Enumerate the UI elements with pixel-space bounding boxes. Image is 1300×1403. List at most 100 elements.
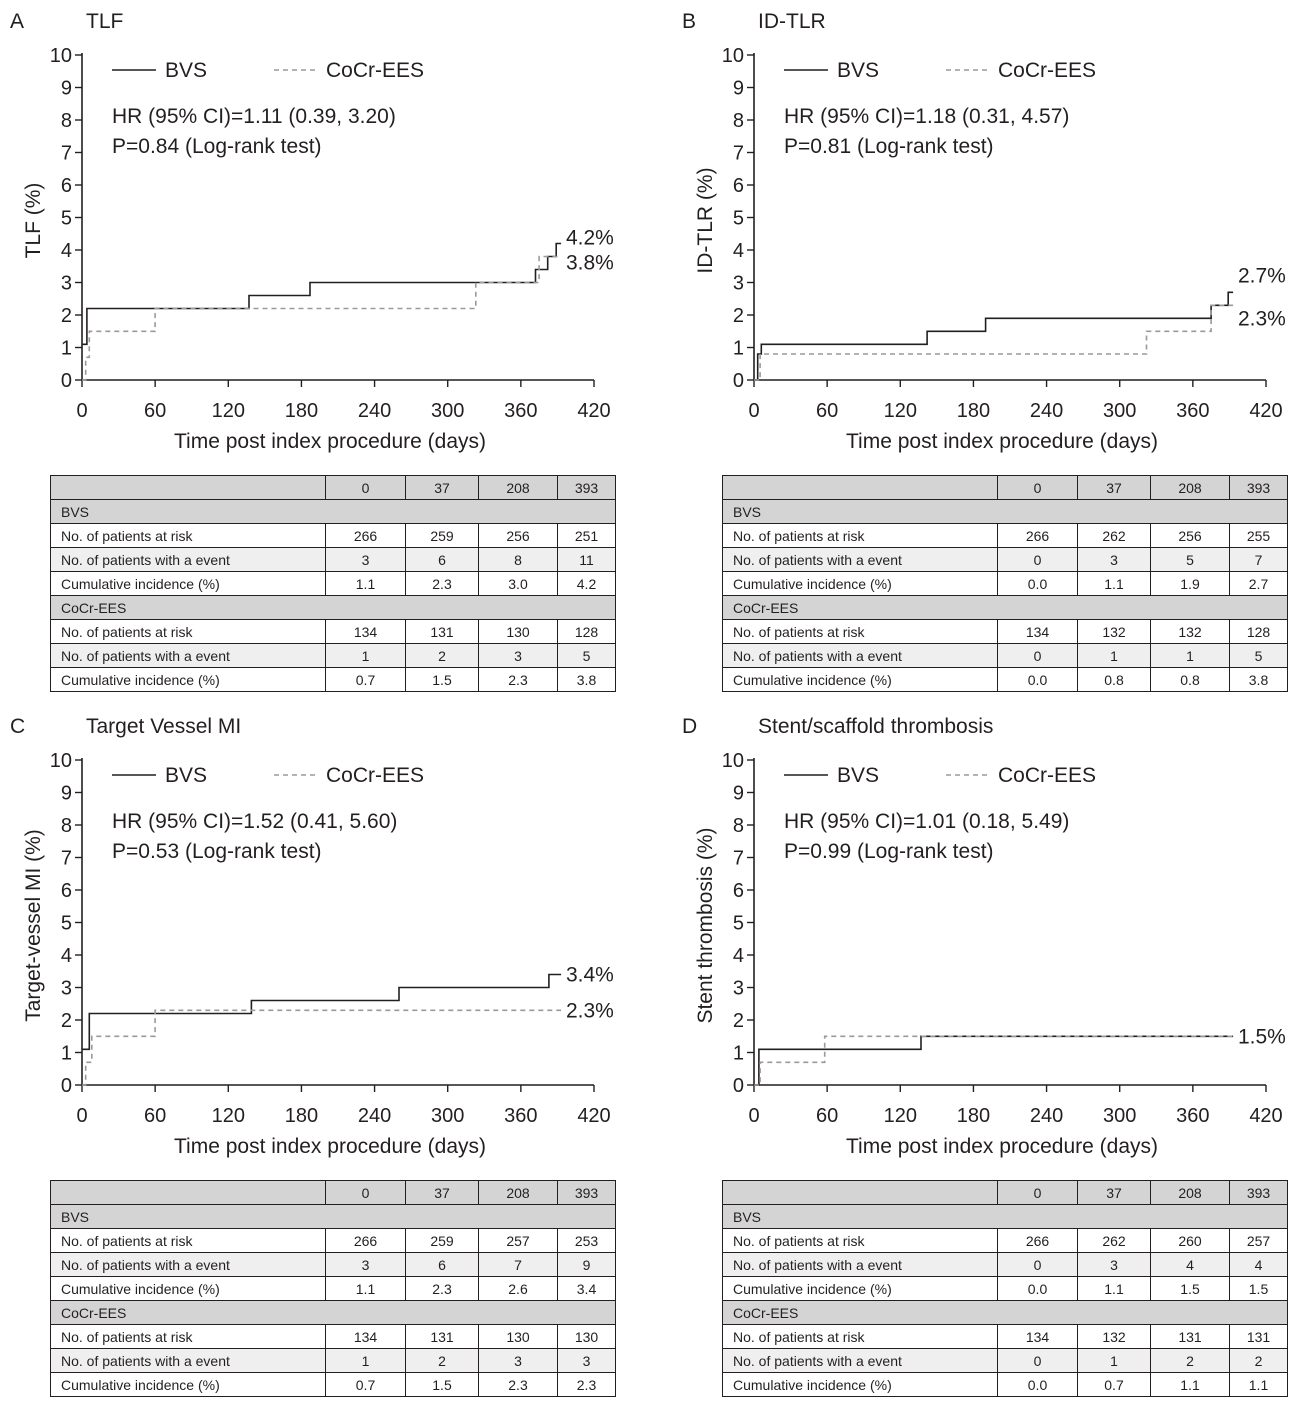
table-row: No. of patients with a event 3 6 8 11 xyxy=(50,547,616,572)
row-label: No. of patients at risk xyxy=(722,619,998,644)
x-tick-label: 180 xyxy=(285,400,318,422)
table-cell: 134 xyxy=(997,619,1078,644)
table-cell: 11 xyxy=(557,547,616,572)
row-label: Cumulative incidence (%) xyxy=(722,571,998,596)
table-cell: 134 xyxy=(997,1324,1078,1349)
end-label-cocr: 2.3% xyxy=(1238,307,1286,330)
x-tick-label: 180 xyxy=(957,400,990,422)
y-tick-label: 2 xyxy=(61,1010,72,1032)
table-cell: 0.8 xyxy=(1077,667,1151,692)
y-tick-label: 10 xyxy=(50,750,72,772)
km-plot: 0 1 2 3 4 5 6 7 8 9 10 0 60 120 180 240 300 360 420 Time po… xyxy=(694,750,1286,1158)
km-plot: 0 1 2 3 4 5 6 7 8 9 10 0 60 120 180 240 300 360 420 Time po… xyxy=(694,45,1286,453)
header-time: 393 xyxy=(1229,475,1288,500)
x-tick-label: 360 xyxy=(1176,400,1209,422)
end-label-bvs: 1.5% xyxy=(1238,1025,1286,1048)
group-label: BVS xyxy=(50,499,616,524)
hazard-ratio-text: HR (95% CI)=1.11 (0.39, 3.20) xyxy=(112,105,396,128)
row-label: No. of patients with a event xyxy=(722,1252,998,1277)
y-tick-label: 8 xyxy=(61,110,72,132)
risk-table: 0 37 208 393 BVS No. of patients at risk… xyxy=(50,1180,616,1397)
row-label: Cumulative incidence (%) xyxy=(722,667,998,692)
table-row: Cumulative incidence (%) 1.1 2.3 3.0 4.2 xyxy=(50,571,616,596)
x-tick-label: 300 xyxy=(431,1105,464,1127)
table-cell: 262 xyxy=(1077,1228,1151,1253)
x-tick-label: 60 xyxy=(144,400,166,422)
x-axis-label: Time post index procedure (days) xyxy=(174,1135,486,1158)
km-plot: 0 1 2 3 4 5 6 7 8 9 10 0 60 120 180 240 300 360 420 Time po… xyxy=(22,750,614,1158)
y-tick-label: 5 xyxy=(61,208,72,230)
table-cell: 255 xyxy=(1229,523,1288,548)
table-cell: 1.1 xyxy=(1150,1372,1230,1397)
y-tick-label: 4 xyxy=(733,945,744,967)
table-cell: 5 xyxy=(1150,547,1230,572)
table-cell: 130 xyxy=(557,1324,616,1349)
group-label: BVS xyxy=(722,1204,1288,1229)
row-label: No. of patients with a event xyxy=(50,1252,326,1277)
table-cell: 131 xyxy=(405,1324,479,1349)
table-cell: 131 xyxy=(1229,1324,1288,1349)
header-blank xyxy=(722,1180,998,1205)
table-row: No. of patients at risk 134 132 132 128 xyxy=(722,619,1288,644)
y-tick-label: 8 xyxy=(733,815,744,837)
legend-bvs-label: BVS xyxy=(165,764,207,787)
table-cell: 3.8 xyxy=(557,667,616,692)
row-label: No. of patients with a event xyxy=(722,643,998,668)
table-cell: 1.5 xyxy=(1150,1276,1230,1301)
header-time: 208 xyxy=(478,475,558,500)
legend-cocr-label: CoCr-EES xyxy=(326,764,424,787)
group-row-cocr: CoCr-EES xyxy=(50,1300,616,1325)
table-cell: 0 xyxy=(997,643,1078,668)
table-cell: 2.6 xyxy=(478,1276,558,1301)
x-tick-label: 240 xyxy=(1030,1105,1063,1127)
row-label: Cumulative incidence (%) xyxy=(722,1276,998,1301)
table-cell: 2.3 xyxy=(478,1372,558,1397)
group-row-cocr: CoCr-EES xyxy=(722,595,1288,620)
y-tick-label: 5 xyxy=(61,913,72,935)
table-cell: 2 xyxy=(1150,1348,1230,1373)
table-cell: 257 xyxy=(1229,1228,1288,1253)
table-cell: 2.3 xyxy=(405,1276,479,1301)
row-label: No. of patients at risk xyxy=(722,1228,998,1253)
p-value-text: P=0.99 (Log-rank test) xyxy=(784,840,994,863)
table-cell: 0 xyxy=(997,1348,1078,1373)
x-tick-label: 120 xyxy=(212,400,245,422)
y-axis-label: TLF (%) xyxy=(22,183,45,259)
y-tick-label: 2 xyxy=(733,305,744,327)
y-tick-label: 3 xyxy=(61,273,72,295)
risk-table-header: 0 37 208 393 xyxy=(50,1180,616,1205)
table-cell: 1 xyxy=(1077,1348,1151,1373)
table-cell: 266 xyxy=(997,1228,1078,1253)
row-label: No. of patients with a event xyxy=(722,1348,998,1373)
row-label: No. of patients at risk xyxy=(50,619,326,644)
legend-cocr-label: CoCr-EES xyxy=(998,764,1096,787)
panel-b: B ID-TLR 0 1 2 3 4 5 6 7 8 9 10 0 60 120 180 240 300 360 4… xyxy=(672,0,1300,698)
group-row-bvs: BVS xyxy=(50,499,616,524)
table-cell: 2.7 xyxy=(1229,571,1288,596)
risk-table-header: 0 37 208 393 xyxy=(722,475,1288,500)
table-cell: 5 xyxy=(1229,643,1288,668)
table-row: No. of patients at risk 266 262 260 257 xyxy=(722,1228,1288,1253)
x-tick-label: 360 xyxy=(1176,1105,1209,1127)
y-tick-label: 2 xyxy=(61,305,72,327)
y-tick-label: 1 xyxy=(733,1043,744,1065)
row-label: No. of patients with a event xyxy=(722,547,998,572)
table-row: No. of patients at risk 134 132 131 131 xyxy=(722,1324,1288,1349)
header-time: 0 xyxy=(997,475,1078,500)
row-label: Cumulative incidence (%) xyxy=(50,1372,326,1397)
table-cell: 0.0 xyxy=(997,571,1078,596)
row-label: No. of patients with a event xyxy=(50,643,326,668)
table-cell: 1.1 xyxy=(1077,571,1151,596)
group-label: CoCr-EES xyxy=(50,595,616,620)
risk-table: 0 37 208 393 BVS No. of patients at risk… xyxy=(50,475,616,692)
risk-table: 0 37 208 393 BVS No. of patients at risk… xyxy=(722,1180,1288,1397)
table-row: No. of patients at risk 266 259 257 253 xyxy=(50,1228,616,1253)
y-tick-label: 10 xyxy=(50,45,72,67)
y-tick-label: 6 xyxy=(733,880,744,902)
table-cell: 132 xyxy=(1150,619,1230,644)
table-row: No. of patients at risk 134 131 130 128 xyxy=(50,619,616,644)
chart-title: TLF xyxy=(86,10,124,33)
table-row: Cumulative incidence (%) 0.0 1.1 1.9 2.7 xyxy=(722,571,1288,596)
table-cell: 6 xyxy=(405,1252,479,1277)
